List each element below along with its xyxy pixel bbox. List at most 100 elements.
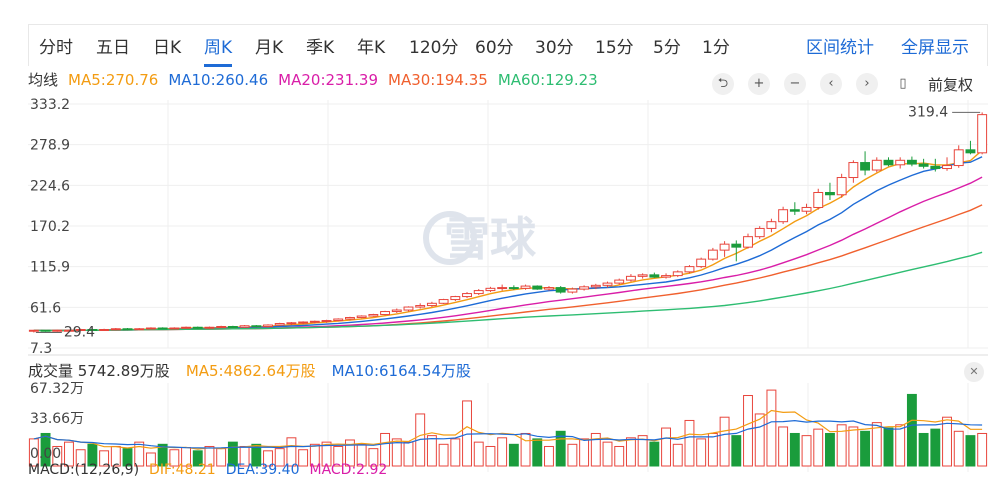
candle-body xyxy=(953,149,964,167)
min-annotation: 29.4 xyxy=(64,325,95,341)
candle-body xyxy=(532,285,543,290)
volume-bar xyxy=(368,448,379,467)
volume-bar xyxy=(860,430,871,467)
volume-bar xyxy=(520,432,531,467)
tab-3[interactable]: 周K xyxy=(204,33,233,67)
candle-body xyxy=(637,274,648,277)
volume-bar xyxy=(52,445,63,467)
tab-4[interactable]: 月K xyxy=(255,38,284,58)
candle-body xyxy=(766,221,777,229)
volume-bar xyxy=(696,438,707,467)
candle-body xyxy=(778,209,789,223)
volume-bar xyxy=(789,432,800,467)
candle-body xyxy=(860,162,871,171)
candle-body xyxy=(64,329,74,332)
ma-legend: 均线 MA5:270.76 MA10:260.46 MA20:231.39 MA30:1… xyxy=(28,69,608,90)
candle-body xyxy=(625,275,636,281)
tab-7[interactable]: 120分 xyxy=(409,38,459,58)
candle-body xyxy=(497,287,508,290)
tab-2[interactable]: 日K xyxy=(153,38,182,58)
candle-body xyxy=(930,165,941,170)
volume-bar xyxy=(333,445,344,467)
volume-bar xyxy=(906,393,917,467)
volume-bar xyxy=(485,445,496,467)
candle-body xyxy=(216,326,227,329)
y-tick-label: 170.2 xyxy=(30,219,70,235)
chevron-right-icon[interactable]: › xyxy=(856,73,878,95)
tab-10[interactable]: 15分 xyxy=(595,38,634,58)
volume-bar xyxy=(871,422,882,467)
volume-bar xyxy=(672,443,683,467)
adjust-mode-button[interactable]: 前复权 xyxy=(928,76,974,94)
candle-icon[interactable]: ▯ xyxy=(899,76,907,91)
volume-bar xyxy=(766,389,777,467)
candle-body xyxy=(263,324,273,328)
volume-bar xyxy=(134,441,145,467)
undo-icon[interactable]: ⮌ xyxy=(712,73,734,95)
candle-body xyxy=(321,320,332,323)
volume-bar xyxy=(438,443,449,467)
volume-bar xyxy=(754,413,765,467)
tab-12[interactable]: 1分 xyxy=(702,38,730,58)
candle-body xyxy=(110,328,121,331)
tab-1[interactable]: 五日 xyxy=(96,38,130,58)
ma-legend-item: MA60:129.23 xyxy=(497,71,598,89)
tab-5[interactable]: 季K xyxy=(306,38,335,58)
volume-bar xyxy=(532,438,543,467)
volume-bar xyxy=(345,439,355,467)
volume-bar xyxy=(953,430,964,467)
candle-body xyxy=(977,114,988,154)
chevron-left-icon[interactable]: ‹ xyxy=(820,73,842,95)
volume-bar xyxy=(450,438,461,467)
volume-bar xyxy=(169,449,180,467)
volume-bar xyxy=(930,428,941,467)
volume-legend-item: MA10:6164.54万股 xyxy=(331,362,472,380)
volume-bar xyxy=(848,426,859,467)
candle-body xyxy=(579,286,590,290)
candle-body xyxy=(614,279,625,284)
candle-body xyxy=(368,314,379,317)
tab-6[interactable]: 年K xyxy=(357,38,386,58)
candle-body xyxy=(356,315,367,319)
tab-11[interactable]: 5分 xyxy=(653,38,681,58)
volume-bar xyxy=(661,427,671,467)
candle-body xyxy=(391,309,402,313)
candle-body xyxy=(473,290,484,295)
candle-body xyxy=(485,287,496,292)
close-icon[interactable]: ✕ xyxy=(964,362,984,382)
ma-legend-item: MA5:270.76 xyxy=(68,71,159,89)
volume-bar xyxy=(602,441,613,467)
volume-bar xyxy=(918,432,929,467)
volume-legend-item: MA5:4862.64万股 xyxy=(185,362,316,380)
zoom-in-icon[interactable]: + xyxy=(748,73,770,95)
volume-label: 成交量 5742.89万股 xyxy=(28,362,170,380)
zoom-out-icon[interactable]: − xyxy=(784,73,806,95)
volume-bar xyxy=(942,416,952,467)
volume-tick-label: 0.00 xyxy=(30,446,61,462)
candle-body xyxy=(661,275,671,278)
candle-body xyxy=(134,328,145,331)
candle-body xyxy=(99,329,110,332)
tab-8[interactable]: 60分 xyxy=(475,38,514,58)
tab-0[interactable]: 分时 xyxy=(39,38,73,58)
candle-body xyxy=(813,191,824,208)
volume-bar xyxy=(204,445,215,467)
ma-line xyxy=(33,251,983,332)
y-tick-label: 7.3 xyxy=(30,341,52,357)
candle-body xyxy=(462,293,472,298)
volume-bar xyxy=(497,437,508,467)
candle-body xyxy=(836,177,847,196)
candle-body xyxy=(649,274,660,278)
tab-9[interactable]: 30分 xyxy=(535,38,574,58)
candle-body xyxy=(251,325,262,328)
interval-stats-link[interactable]: 区间统计 xyxy=(806,38,874,58)
volume-bar xyxy=(263,450,273,467)
volume-bar xyxy=(87,443,98,467)
candle-body xyxy=(789,209,800,212)
candle-body xyxy=(192,326,203,329)
candle-body xyxy=(696,258,707,268)
volume-bar xyxy=(637,435,648,467)
fullscreen-link[interactable]: 全屏显示 xyxy=(901,38,969,58)
volume-bar xyxy=(508,443,519,467)
